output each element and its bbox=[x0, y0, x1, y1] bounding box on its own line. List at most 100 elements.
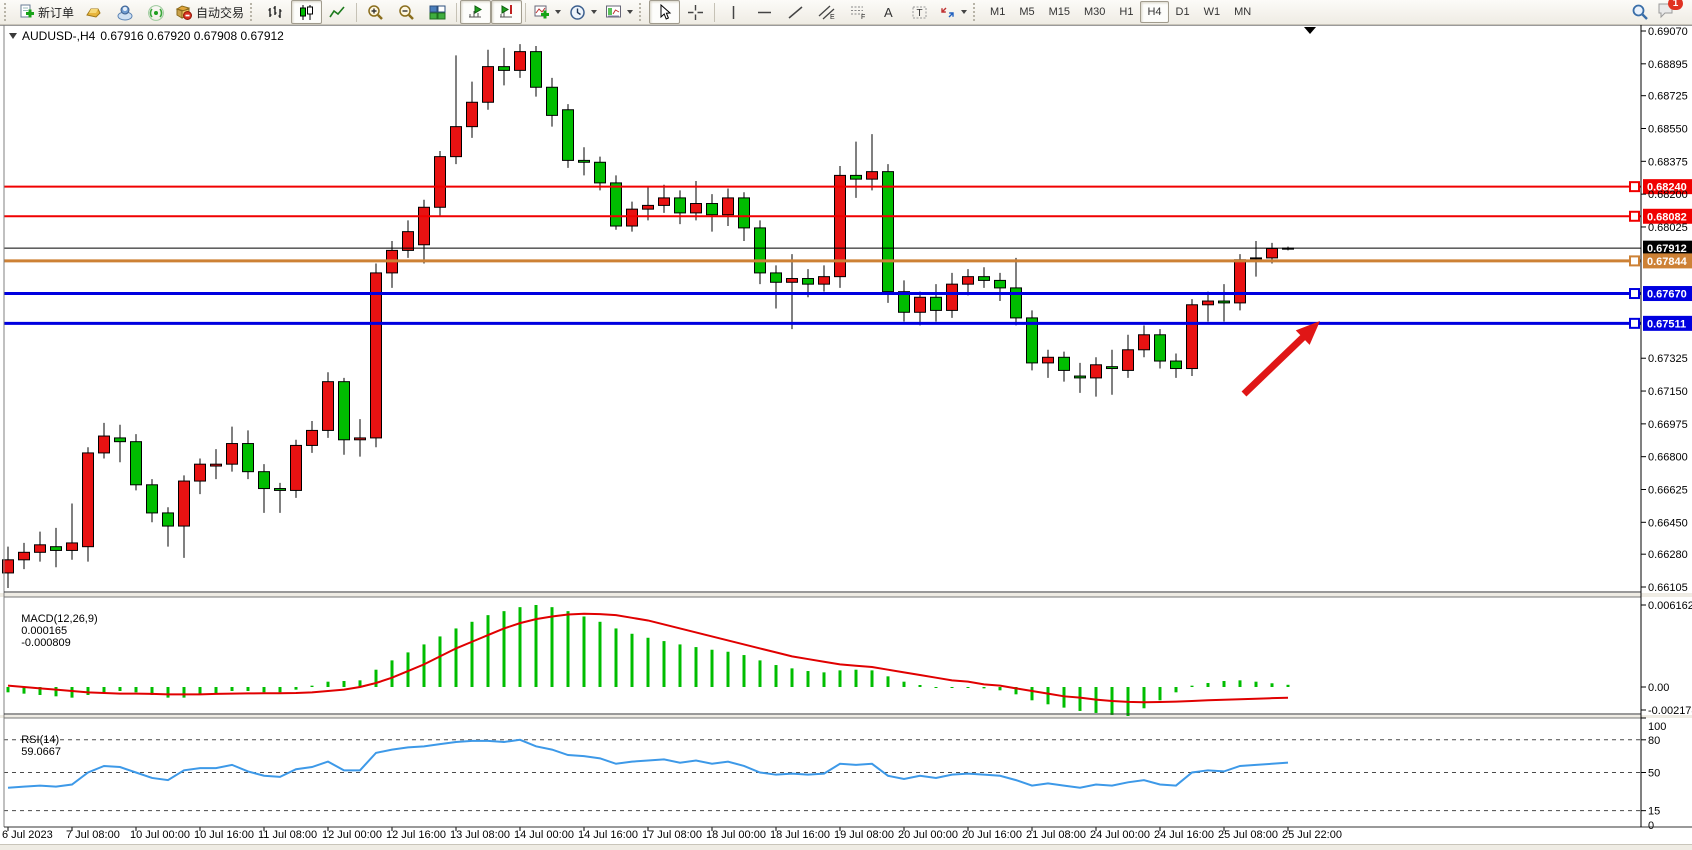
hline-anchor-marker bbox=[1629, 317, 1640, 329]
candle bbox=[450, 126, 462, 158]
svg-text:0.66450: 0.66450 bbox=[1648, 517, 1688, 529]
hline-anchor-marker bbox=[1629, 181, 1640, 193]
toolbar-grip[interactable] bbox=[973, 3, 980, 21]
cursor-arrow-icon bbox=[660, 3, 671, 20]
svg-text:0.66105: 0.66105 bbox=[1648, 582, 1688, 594]
svg-text:0.68725: 0.68725 bbox=[1648, 91, 1688, 103]
svg-text:7 Jul 08:00: 7 Jul 08:00 bbox=[66, 829, 120, 841]
signals-button[interactable] bbox=[140, 0, 171, 24]
toolbar-grip[interactable] bbox=[639, 3, 646, 21]
indicators-button[interactable] bbox=[529, 0, 565, 24]
tf-button-m30[interactable]: M30 bbox=[1084, 6, 1106, 18]
candle bbox=[786, 278, 798, 283]
periods-button[interactable] bbox=[565, 0, 601, 24]
svg-text:-0.002178: -0.002178 bbox=[1648, 705, 1692, 717]
macd-signal-value: -0.000809 bbox=[21, 637, 71, 649]
cursor-button[interactable] bbox=[649, 0, 681, 24]
svg-text:10 Jul 16:00: 10 Jul 16:00 bbox=[194, 829, 254, 841]
tile-windows-button[interactable] bbox=[422, 0, 453, 24]
price-badge bbox=[1643, 286, 1692, 302]
arrows-button[interactable] bbox=[935, 0, 971, 24]
trendline-button[interactable] bbox=[780, 0, 811, 24]
autotrade-button[interactable]: 自动交易 bbox=[171, 0, 248, 24]
new-order-button[interactable]: 新订单 bbox=[14, 0, 78, 24]
annotation-arrow-shaft[interactable] bbox=[1241, 332, 1309, 397]
line-chart-button[interactable] bbox=[322, 0, 353, 24]
candle bbox=[482, 66, 494, 103]
one-click-trading-toggle-icon[interactable] bbox=[9, 33, 17, 39]
candle bbox=[306, 429, 318, 446]
tf-button-m5[interactable]: M5 bbox=[1019, 6, 1035, 18]
search-icon[interactable] bbox=[1631, 3, 1649, 21]
candle bbox=[834, 174, 846, 278]
horizontal-line-button[interactable] bbox=[749, 0, 780, 24]
publisher-button[interactable] bbox=[78, 0, 109, 24]
candle bbox=[1234, 259, 1246, 304]
svg-text:0.69070: 0.69070 bbox=[1648, 26, 1688, 38]
candle bbox=[914, 296, 926, 313]
arrows-dropdown-caret bbox=[961, 10, 968, 14]
zoom-out-button[interactable] bbox=[391, 0, 422, 24]
hline-anchor-marker bbox=[1629, 255, 1640, 267]
tf-button-d1[interactable]: D1 bbox=[1175, 6, 1190, 18]
clock-icon bbox=[570, 4, 585, 20]
chart-ohlc-values: 0.67916 0.67920 0.67908 0.67912 bbox=[100, 29, 284, 43]
price-badge bbox=[1643, 315, 1692, 331]
vertical-line-button[interactable] bbox=[718, 0, 749, 24]
main-toolbar: 新订单 自动交易 bbox=[0, 0, 1692, 25]
candlestick-chart-button[interactable] bbox=[291, 0, 323, 24]
tf-button-m15[interactable]: M15 bbox=[1048, 6, 1070, 18]
zoom-in-icon bbox=[367, 4, 383, 20]
svg-text:0.67325: 0.67325 bbox=[1648, 353, 1688, 365]
text-label-button[interactable]: T bbox=[904, 0, 935, 24]
candle bbox=[962, 276, 974, 285]
candle bbox=[114, 437, 126, 443]
tf-button-mn[interactable]: MN bbox=[1234, 6, 1252, 18]
tf-button-h4[interactable]: H4 bbox=[1140, 1, 1169, 23]
tf-button-w1[interactable]: W1 bbox=[1203, 6, 1221, 18]
community-user-icon bbox=[117, 5, 133, 20]
tf-button-h1[interactable]: H1 bbox=[1119, 6, 1134, 18]
candle bbox=[850, 174, 862, 180]
annotation-arrow-head[interactable] bbox=[1295, 321, 1320, 345]
macd-name: MACD(12,26,9) bbox=[21, 613, 98, 625]
autotrade-label: 自动交易 bbox=[196, 5, 245, 20]
price-badge bbox=[1643, 208, 1692, 224]
tf-button-m1[interactable]: M1 bbox=[990, 6, 1006, 18]
community-button[interactable] bbox=[109, 0, 140, 24]
auto-scroll-button[interactable] bbox=[460, 0, 492, 24]
bar-chart-button[interactable] bbox=[260, 0, 291, 24]
candle bbox=[1170, 360, 1182, 370]
svg-text:0.68895: 0.68895 bbox=[1648, 59, 1688, 71]
text-button[interactable]: A bbox=[873, 0, 904, 24]
chart-shift-button[interactable] bbox=[491, 0, 523, 24]
fibonacci-button[interactable]: F bbox=[842, 0, 873, 24]
notifications-button[interactable]: 1 bbox=[1657, 0, 1683, 24]
svg-text:14 Jul 00:00: 14 Jul 00:00 bbox=[514, 829, 574, 841]
candle bbox=[706, 203, 718, 216]
svg-text:0.66800: 0.66800 bbox=[1648, 452, 1688, 464]
zoom-in-button[interactable] bbox=[360, 0, 391, 24]
candle bbox=[674, 197, 686, 214]
chart-shift-marker-icon[interactable] bbox=[1304, 27, 1316, 34]
candle bbox=[722, 197, 734, 216]
templates-button[interactable] bbox=[601, 0, 637, 24]
candle bbox=[1202, 300, 1214, 306]
arrow-objects-icon bbox=[941, 7, 954, 17]
candle bbox=[1154, 334, 1166, 362]
text-label-icon: T bbox=[912, 6, 927, 19]
svg-text:6 Jul 2023: 6 Jul 2023 bbox=[2, 829, 53, 841]
candle bbox=[866, 171, 878, 180]
chart-canvas[interactable]: 0.0061620.00-0.00217810080501500.682400.… bbox=[0, 25, 1692, 850]
toolbar-grip[interactable] bbox=[250, 3, 257, 21]
crosshair-button[interactable] bbox=[680, 0, 711, 24]
svg-text:0.67511: 0.67511 bbox=[1647, 318, 1686, 330]
toolbar-grip[interactable] bbox=[4, 3, 11, 21]
bar-chart-icon bbox=[268, 5, 282, 18]
svg-text:18 Jul 00:00: 18 Jul 00:00 bbox=[706, 829, 766, 841]
price-badge bbox=[1643, 253, 1692, 269]
candle bbox=[66, 542, 78, 551]
channel-button[interactable]: E bbox=[811, 0, 842, 24]
toolbar-separator bbox=[525, 2, 527, 22]
svg-text:50: 50 bbox=[1648, 768, 1660, 780]
